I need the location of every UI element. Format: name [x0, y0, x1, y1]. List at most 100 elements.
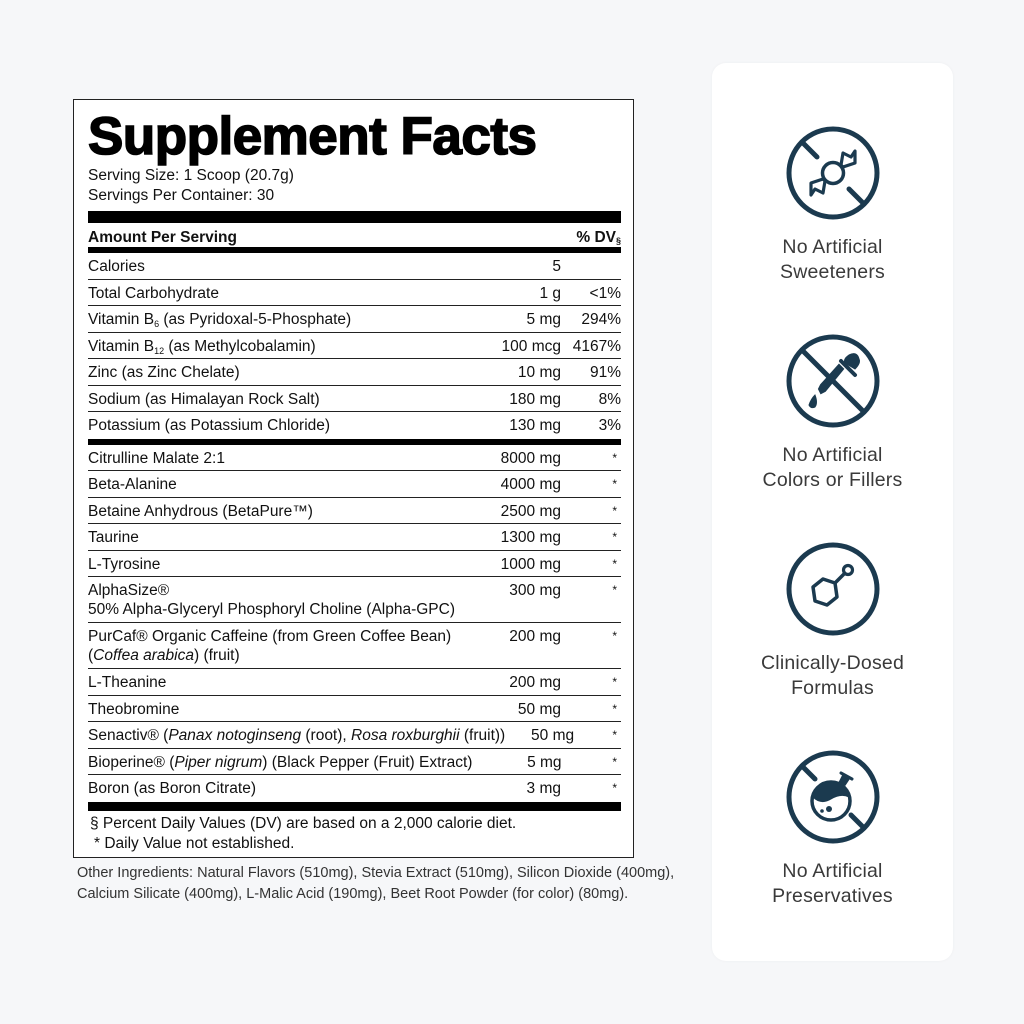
ingredient-dv: * — [612, 701, 617, 716]
nutrient-row: Sodium (as Himalayan Rock Salt) 180 mg 8… — [88, 386, 621, 412]
name-part: ) (fruit) — [193, 647, 240, 664]
caption-line-2: Sweeteners — [780, 261, 885, 283]
subscript: 6 — [154, 319, 160, 329]
serving-size: Serving Size: 1 Scoop (20.7g) — [88, 167, 294, 184]
ingredient-row: Betaine Anhydrous (BetaPure™) 2500 mg * — [88, 498, 621, 524]
latin-name: Rosa roxburghii — [351, 727, 460, 744]
label-title: Supplement Facts — [87, 107, 538, 167]
ingredient-dv: * — [612, 754, 617, 769]
ingredient-list: Citrulline Malate 2:1 8000 mg * Beta-Ala… — [88, 445, 621, 802]
ingredient-name: Theobromine — [88, 700, 180, 718]
name-part: Vitamin B — [88, 337, 155, 355]
ingredient-amount: 5 mg — [527, 753, 562, 771]
nutrient-name: Vitamin B12 (as Methylcobalamin) — [88, 337, 471, 361]
nutrient-amount: 5 mg — [526, 311, 561, 328]
nutrient-list: Calories 5 Total Carbohydrate 1 g <1% Vi… — [88, 253, 621, 439]
name-line-1: PurCaf® Organic Caffeine (from Green Cof… — [88, 628, 452, 645]
name-part: Bioperine® ( — [88, 753, 175, 771]
servings-per-container: Servings Per Container: 30 — [88, 187, 275, 204]
nutrient-row: Vitamin B6 (as Pyridoxal-5-Phosphate) 5 … — [88, 306, 621, 333]
nutrient-dv: 4167% — [572, 337, 621, 355]
ingredient-row: L-Tyrosine 1000 mg * — [88, 551, 621, 577]
ingredient-row: Citrulline Malate 2:1 8000 mg * — [88, 445, 621, 471]
name-part: ) (Black Pepper (Fruit) Extract) — [262, 753, 473, 771]
caption-line-2: Colors or Fillers — [762, 469, 903, 491]
feature-caption: No Artificial Sweeteners — [712, 235, 953, 285]
caption-line-1: Clinically-Dosed — [761, 652, 904, 674]
ingredient-amount: 50 mg — [531, 727, 575, 744]
ingredient-dv: * — [612, 450, 617, 465]
caption-line-1: No Artificial — [782, 236, 883, 258]
nutrient-row: Calories 5 — [88, 253, 621, 280]
feature-caption: Clinically-Dosed Formulas — [712, 651, 953, 701]
ingredient-row: Bioperine® (Piper nigrum) (Black Pepper … — [88, 749, 621, 775]
ingredient-name: PurCaf® Organic Caffeine (from Green Cof… — [88, 627, 471, 665]
nutrient-dv: 8% — [598, 390, 621, 408]
nutrient-dv: <1% — [589, 284, 621, 302]
nutrient-dv: 3% — [598, 417, 621, 434]
ingredient-row: Theobromine 50 mg * — [88, 696, 621, 722]
ingredient-name: Citrulline Malate 2:1 — [88, 449, 225, 467]
ingredient-name: Taurine — [88, 529, 139, 546]
nutrient-name: Total Carbohydrate — [88, 284, 219, 302]
ingredient-name: L-Tyrosine — [88, 555, 161, 573]
dv-header-text: % DV — [576, 229, 616, 246]
ingredient-row: Taurine 1300 mg * — [88, 524, 621, 551]
latin-name: Piper nigrum — [174, 753, 263, 771]
ingredient-row: PurCaf® Organic Caffeine (from Green Cof… — [88, 623, 621, 669]
name-part: (as Methylcobalamin) — [164, 337, 316, 355]
nutrient-row: Total Carbohydrate 1 g <1% — [88, 280, 621, 306]
nutrient-amount: 5 — [552, 258, 561, 275]
latin-name: Panax notoginseng — [168, 727, 302, 744]
ingredient-dv: * — [612, 583, 617, 597]
supplement-facts-label: Supplement Facts Serving Size: 1 Scoop (… — [73, 99, 634, 858]
feature-caption: No Artificial Colors or Fillers — [712, 443, 953, 493]
section-mark: § — [615, 236, 621, 246]
ingredient-amount: 1000 mg — [500, 555, 561, 573]
name-part: (fruit)) — [459, 727, 506, 744]
ingredient-amount: 50 mg — [517, 700, 561, 718]
dv-header: % DV§ — [576, 229, 621, 247]
ingredient-dv: * — [612, 629, 617, 643]
amount-per-serving-label: Amount Per Serving — [88, 229, 237, 246]
ingredient-amount: 300 mg — [509, 582, 561, 599]
ingredient-amount: 4000 mg — [500, 476, 561, 493]
other-ingredients: Other Ingredients: Natural Flavors (510m… — [77, 865, 675, 902]
name-line-2: (Coffea arabica) (fruit) — [88, 646, 471, 665]
nutrient-row: Potassium (as Potassium Chloride) 130 mg… — [88, 412, 621, 439]
molecule-icon — [786, 542, 879, 636]
nutrient-name: Zinc (as Zinc Chelate) — [88, 364, 240, 381]
footnotes: § Percent Daily Values (DV) are based on… — [88, 811, 621, 854]
nutrient-row: Vitamin B12 (as Methylcobalamin) 100 mcg… — [88, 333, 621, 361]
ingredient-name: Bioperine® (Piper nigrum) (Black Pepper … — [88, 753, 472, 772]
footnote-star: * Daily Value not established. — [94, 834, 295, 852]
no-flask-icon — [786, 750, 879, 844]
ingredient-row: Beta-Alanine 4000 mg * — [88, 471, 621, 498]
ingredient-name: Boron (as Boron Citrate) — [88, 780, 256, 797]
features-panel: No Artificial Sweeteners No Artificial — [712, 63, 953, 961]
feature-no-artificial-preservatives: No Artificial Preservatives — [712, 749, 953, 909]
feature-caption: No Artificial Preservatives — [712, 859, 953, 909]
footnote-dv: § Percent Daily Values (DV) are based on… — [90, 814, 517, 832]
ingredient-dv: * — [612, 477, 617, 491]
caption-line-1: No Artificial — [782, 444, 883, 466]
nutrient-amount: 130 mg — [509, 417, 561, 434]
feature-no-artificial-sweeteners: No Artificial Sweeteners — [712, 125, 953, 285]
ingredient-row: Boron (as Boron Citrate) 3 mg * — [88, 775, 621, 802]
nutrient-name: Potassium (as Potassium Chloride) — [88, 417, 331, 434]
nutrient-name: Vitamin B6 (as Pyridoxal-5-Phosphate) — [88, 310, 471, 334]
ingredient-amount: 8000 mg — [500, 449, 561, 467]
ingredient-dv: * — [612, 503, 617, 518]
ingredient-dv: * — [612, 556, 617, 571]
name-part: (root), — [301, 727, 352, 744]
ingredient-dv: * — [612, 728, 617, 742]
divider-medium — [88, 438, 621, 445]
divider-heavy — [88, 801, 621, 811]
nutrient-dv: 294% — [581, 311, 621, 328]
latin-name: Coffea arabica — [93, 647, 194, 664]
nutrient-amount: 100 mcg — [501, 337, 561, 355]
ingredient-name: Senactiv® (Panax notoginseng (root), Ros… — [88, 726, 505, 745]
nutrient-amount: 180 mg — [509, 390, 561, 408]
ingredient-amount: 200 mg — [509, 674, 561, 691]
name-line-2: 50% Alpha-Glyceryl Phosphoryl Choline (A… — [88, 601, 455, 618]
